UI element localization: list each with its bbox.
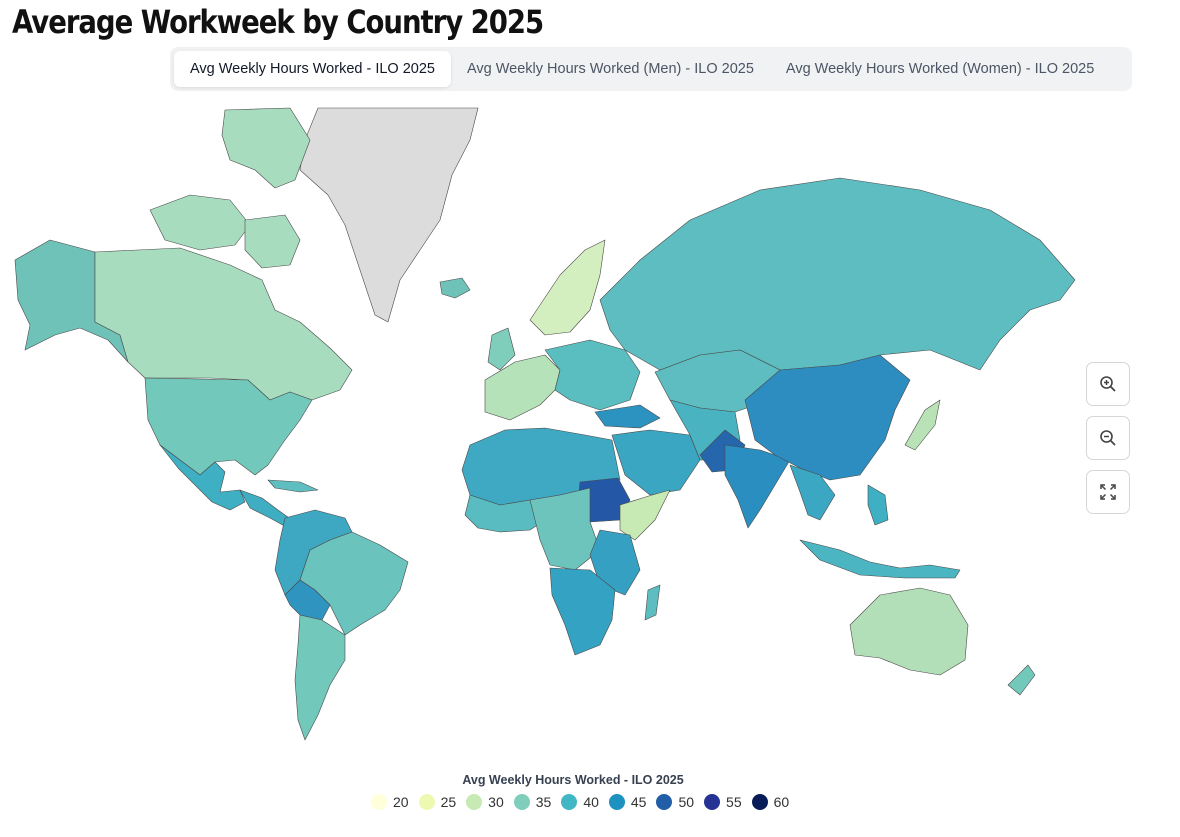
- legend-title: Avg Weekly Hours Worked - ILO 2025: [462, 773, 684, 787]
- region-canada[interactable]: [94, 247, 353, 401]
- region-russia[interactable]: [599, 177, 1076, 371]
- region-greenland[interactable]: [299, 107, 479, 323]
- legend-label: 35: [535, 794, 552, 810]
- legend-swatch: [418, 794, 435, 810]
- tab-bar: Avg Weekly Hours Worked - ILO 2025 Avg W…: [170, 47, 1132, 91]
- zoom-in-button[interactable]: [1086, 362, 1130, 406]
- region-scandinavia[interactable]: [529, 239, 606, 336]
- legend-swatch: [561, 794, 578, 810]
- region-peru-bolivia[interactable]: [284, 579, 331, 621]
- legend-label: 40: [583, 794, 599, 810]
- fullscreen-icon: [1100, 484, 1116, 500]
- legend-item: 20: [371, 794, 409, 810]
- region-arctic-islands-3[interactable]: [244, 214, 301, 269]
- legend-item: 50: [656, 794, 694, 810]
- map-svg[interactable]: [0, 100, 1180, 760]
- zoom-out-button[interactable]: [1086, 416, 1130, 460]
- legend-swatch: [371, 794, 387, 810]
- region-arctic-islands[interactable]: [221, 107, 311, 189]
- legend-item: 55: [704, 794, 742, 810]
- legend-swatch: [513, 794, 530, 810]
- region-west-africa[interactable]: [464, 494, 546, 533]
- region-southern-africa[interactable]: [549, 567, 616, 656]
- tab-avg-weekly-hours[interactable]: Avg Weekly Hours Worked - ILO 2025: [174, 51, 451, 87]
- world-choropleth-map[interactable]: [0, 100, 1180, 760]
- region-se-asia[interactable]: [789, 464, 836, 521]
- region-caribbean[interactable]: [267, 479, 319, 493]
- region-arctic-islands-2[interactable]: [149, 194, 251, 251]
- zoom-out-icon: [1100, 430, 1116, 446]
- region-india[interactable]: [724, 444, 791, 529]
- legend-label: 20: [393, 794, 409, 810]
- legend: 20 25 30 35 40 45 50 55 60: [371, 794, 799, 810]
- legend-item: 25: [418, 794, 457, 810]
- legend-swatch: [608, 794, 625, 810]
- legend-label: 60: [773, 794, 790, 810]
- legend-label: 55: [726, 794, 742, 810]
- tab-avg-weekly-hours-women[interactable]: Avg Weekly Hours Worked (Women) - ILO 20…: [785, 61, 1095, 77]
- legend-label: 25: [440, 794, 457, 810]
- legend-label: 50: [678, 794, 695, 810]
- legend-item: 40: [561, 794, 599, 810]
- region-middle-east[interactable]: [611, 429, 701, 496]
- fullscreen-button[interactable]: [1086, 470, 1130, 514]
- legend-swatch: [751, 794, 768, 810]
- region-new-zealand[interactable]: [1007, 664, 1036, 696]
- legend-swatch: [466, 794, 483, 810]
- region-east-africa[interactable]: [589, 529, 641, 596]
- region-philippines[interactable]: [867, 484, 889, 526]
- region-iceland[interactable]: [439, 277, 471, 299]
- legend-item: 30: [466, 794, 504, 810]
- legend-label: 30: [488, 794, 504, 810]
- region-argentina-chile[interactable]: [294, 614, 346, 741]
- region-central-africa[interactable]: [529, 487, 601, 571]
- region-horn[interactable]: [619, 489, 671, 541]
- region-japan[interactable]: [904, 399, 941, 451]
- legend-label: 45: [630, 794, 647, 810]
- zoom-in-icon: [1100, 376, 1116, 392]
- region-madagascar[interactable]: [644, 584, 661, 621]
- tab-avg-weekly-hours-men[interactable]: Avg Weekly Hours Worked (Men) - ILO 2025: [467, 61, 754, 77]
- legend-swatch: [656, 794, 673, 810]
- region-europe-east[interactable]: [544, 339, 641, 411]
- region-australia[interactable]: [849, 587, 969, 676]
- legend-item: 45: [608, 794, 647, 810]
- legend-item: 60: [751, 794, 790, 810]
- legend-item: 35: [513, 794, 552, 810]
- region-indonesia[interactable]: [799, 539, 961, 579]
- region-turkey[interactable]: [594, 404, 661, 429]
- legend-swatch: [704, 794, 721, 810]
- region-uk[interactable]: [487, 327, 516, 371]
- region-china[interactable]: [744, 354, 911, 481]
- page-title: Average Workweek by Country 2025: [12, 3, 544, 41]
